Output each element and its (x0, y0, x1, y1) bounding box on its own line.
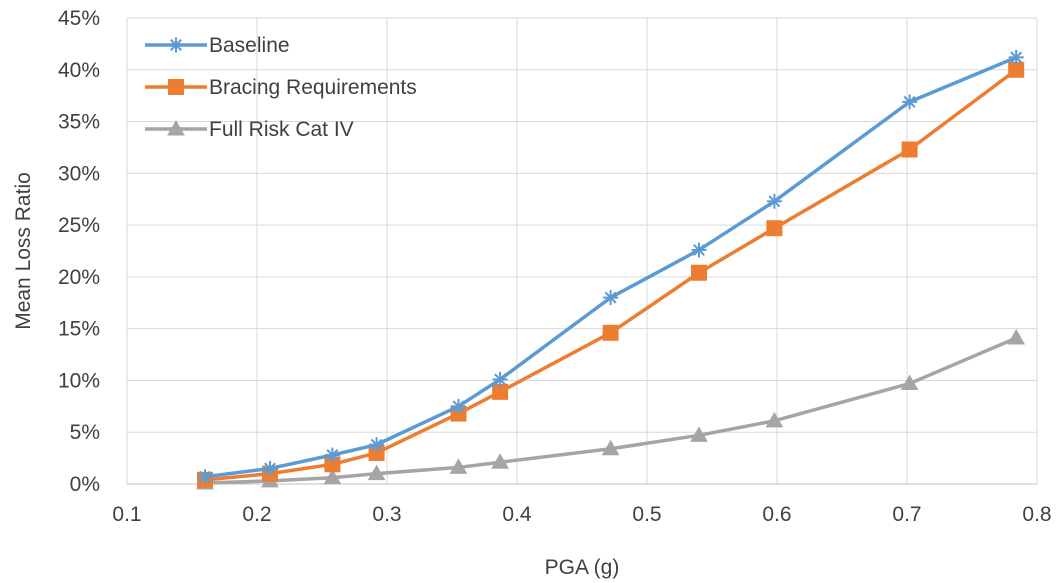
asterisk-marker (603, 290, 619, 306)
square-marker (168, 79, 184, 95)
triangle-marker (690, 426, 708, 442)
y-tick-label: 40% (58, 59, 100, 82)
triangle-marker (765, 411, 784, 428)
x-axis-label: PGA (g) (545, 556, 620, 579)
y-tick-label: 25% (58, 214, 100, 237)
asterisk-marker (691, 242, 707, 258)
y-tick-label: 30% (58, 162, 100, 185)
triangle-marker (449, 458, 468, 474)
x-tick-label: 0.1 (112, 503, 141, 526)
legend-label: Full Risk Cat IV (209, 118, 354, 141)
legend: Baseline Bracing Requirements Full Risk Ca… (145, 34, 417, 141)
legend-item: Full Risk Cat IV (145, 118, 354, 141)
triangle-marker (323, 468, 342, 485)
x-tick-label: 0.2 (242, 503, 271, 526)
data-series (196, 49, 1026, 490)
x-tick-label: 0.5 (632, 503, 661, 526)
triangle-marker (601, 439, 620, 456)
square-marker (766, 220, 783, 237)
asterisk-marker (262, 460, 278, 476)
x-tick-label: 0.6 (762, 503, 791, 526)
asterisk-marker (766, 193, 782, 209)
legend-label: Bracing Requirements (209, 76, 417, 99)
triangle-marker (1007, 328, 1026, 345)
asterisk-marker (902, 94, 918, 110)
gridlines (127, 17, 1038, 484)
x-tick-labels: 0.1 0.2 0.3 0.4 0.5 0.6 0.7 0.8 (112, 503, 1051, 526)
y-tick-label: 35% (58, 111, 100, 134)
triangle-marker (367, 464, 386, 481)
x-tick-label: 0.3 (372, 503, 401, 526)
legend-item: Bracing Requirements (145, 76, 417, 99)
axes (126, 18, 1037, 485)
legend-label: Baseline (209, 34, 290, 57)
square-marker (602, 324, 619, 341)
y-tick-labels: 0% 5% 10% 15% 20% 25% 30% 35% 40% 45% (58, 7, 100, 496)
asterisk-marker (451, 398, 466, 414)
x-tick-label: 0.8 (1022, 503, 1051, 526)
y-tick-label: 0% (70, 473, 100, 496)
asterisk-marker (197, 469, 213, 485)
x-tick-label: 0.7 (892, 503, 921, 526)
triangle-marker (491, 453, 509, 469)
y-tick-label: 5% (70, 421, 100, 444)
square-marker (901, 141, 918, 158)
triangle-marker (900, 374, 919, 391)
triangle-marker (167, 119, 185, 136)
y-tick-label: 15% (58, 318, 100, 341)
asterisk-marker (1008, 49, 1024, 65)
asterisk-marker (324, 447, 340, 463)
y-tick-label: 10% (58, 369, 100, 392)
legend-item: Baseline (145, 34, 290, 57)
series-baseline (197, 49, 1024, 485)
y-tick-label: 20% (58, 266, 100, 289)
asterisk-marker (369, 437, 385, 453)
square-marker (691, 264, 707, 281)
y-tick-label: 45% (58, 7, 100, 30)
y-axis-label: Mean Loss Ratio (12, 172, 35, 330)
asterisk-marker (492, 371, 508, 387)
x-tick-label: 0.4 (502, 503, 532, 526)
asterisk-marker (168, 37, 184, 53)
